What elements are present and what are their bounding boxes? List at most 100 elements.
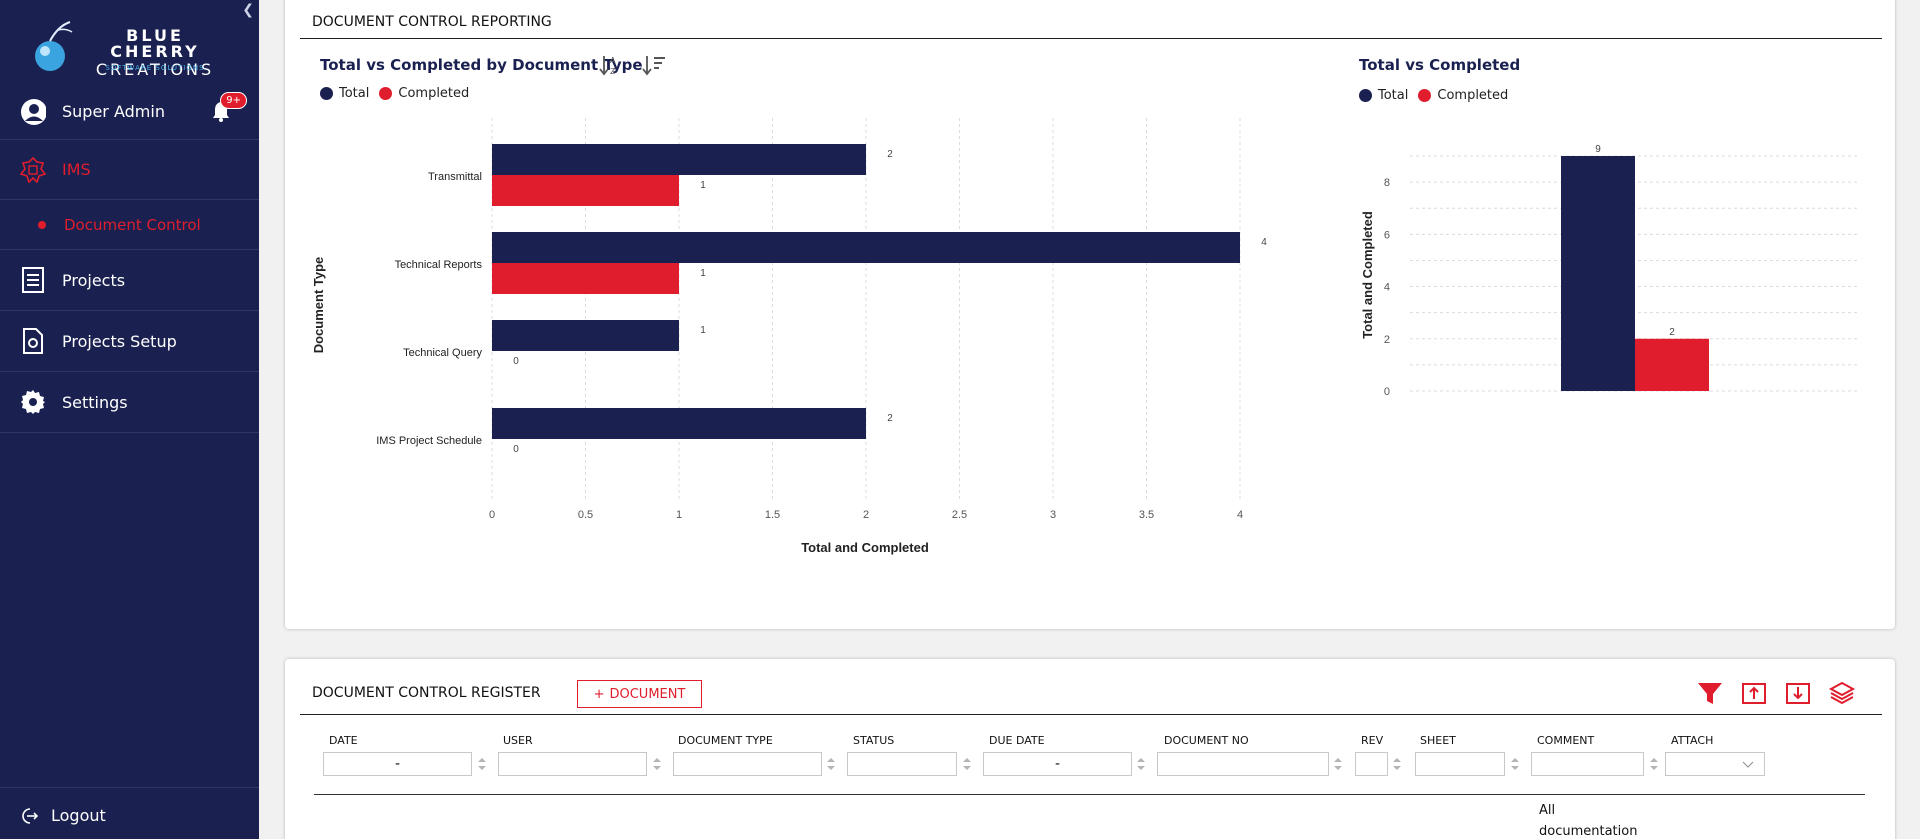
divider <box>300 38 1882 39</box>
chart2-title: Total vs Completed <box>1359 56 1521 74</box>
table-header-divider <box>314 794 1865 795</box>
sidebar-item-settings[interactable]: Settings <box>0 372 259 433</box>
legend-dot <box>320 87 333 100</box>
sidebar-item-projects-setup[interactable]: Projects Setup <box>0 311 259 372</box>
x-tick-label: 3.5 <box>1139 509 1154 521</box>
divider <box>300 714 1882 715</box>
document-no-filter-input[interactable] <box>1157 752 1329 776</box>
sidebar-item-document-control[interactable]: Document Control <box>0 200 259 250</box>
y-axis-label: Document Type <box>311 257 326 354</box>
column-header-user[interactable]: USER <box>503 734 533 747</box>
column-header-document-no[interactable]: DOCUMENT NO <box>1164 734 1249 747</box>
register-card <box>285 659 1895 839</box>
logo-line2: CREATIONS <box>95 60 215 79</box>
sheet-filter-input[interactable] <box>1415 752 1505 776</box>
y-axis-label: Total and Completed <box>1360 211 1375 339</box>
x-tick-label: 3 <box>1050 509 1056 521</box>
logo: BLUE CHERRY CREATIONS SOFTWARE SOLUTIONS <box>28 18 238 78</box>
data-label: 0 <box>513 444 519 455</box>
data-label: 9 <box>1595 144 1601 155</box>
column-header-sheet[interactable]: SHEET <box>1420 734 1456 747</box>
filter-icon[interactable] <box>1696 679 1724 707</box>
due-date-filter-input[interactable]: - <box>983 752 1132 776</box>
user-filter-input[interactable] <box>498 752 647 776</box>
upload-icon[interactable] <box>1740 679 1768 707</box>
data-label: 1 <box>700 325 706 336</box>
column-header-document-type[interactable]: DOCUMENT TYPE <box>678 734 773 747</box>
document-type-filter-input[interactable] <box>673 752 822 776</box>
chart2-legend: Total Completed <box>1359 88 1518 103</box>
status-filter-input[interactable] <box>847 752 957 776</box>
y-tick-label: Transmittal <box>428 171 482 183</box>
column-header-comment[interactable]: COMMENT <box>1537 734 1595 747</box>
bar-total <box>492 320 679 351</box>
plus-icon: + <box>593 686 605 702</box>
x-axis-label: Total and Completed <box>801 540 929 555</box>
attach-filter-select[interactable] <box>1665 752 1765 776</box>
sidebar-item-projects[interactable]: Projects <box>0 250 259 311</box>
sort-arrows-icon[interactable] <box>826 756 836 772</box>
column-header-status[interactable]: STATUS <box>853 734 895 747</box>
x-tick-label: 2 <box>863 509 869 521</box>
sort-arrows-icon[interactable] <box>652 756 662 772</box>
data-label: 1 <box>700 268 706 279</box>
legend-item-completed[interactable]: Completed <box>1418 88 1508 103</box>
layers-icon[interactable] <box>1828 679 1856 707</box>
sidebar-item-label: Projects <box>62 270 126 290</box>
column-header-due-date[interactable]: DUE DATE <box>989 734 1045 747</box>
chart1-legend: Total Completed <box>320 86 479 101</box>
comment-filter-input[interactable] <box>1531 752 1644 776</box>
column-header-rev[interactable]: REV <box>1361 734 1384 747</box>
rev-filter-input[interactable] <box>1355 752 1388 776</box>
x-tick-label: 1 <box>676 509 682 521</box>
sort-arrows-icon[interactable] <box>1649 756 1659 772</box>
logout-button[interactable]: Logout <box>20 806 106 825</box>
date-filter-input[interactable]: - <box>323 752 472 776</box>
data-label: 2 <box>887 413 893 424</box>
data-label: 2 <box>887 149 893 160</box>
legend-label: Total <box>339 86 370 101</box>
file-gear-icon <box>20 328 46 354</box>
chevron-down-icon <box>1742 761 1754 768</box>
sort-arrows-icon[interactable] <box>1333 756 1343 772</box>
user-profile[interactable]: Super Admin 9+ <box>0 84 259 140</box>
sort-arrows-icon[interactable] <box>1136 756 1146 772</box>
ims-icon <box>20 156 46 183</box>
sort-arrows-icon[interactable] <box>477 756 487 772</box>
legend-item-total[interactable]: Total <box>320 86 369 101</box>
document-list-icon <box>20 267 46 293</box>
bar-total <box>492 232 1240 263</box>
download-icon[interactable] <box>1784 679 1812 707</box>
active-dot-icon <box>38 220 46 229</box>
legend-item-total[interactable]: Total <box>1359 88 1408 103</box>
notifications-bell-icon[interactable]: 9+ <box>211 92 247 126</box>
sidebar-item-label: IMS <box>62 160 91 179</box>
logo-tagline: SOFTWARE SOLUTIONS <box>105 64 205 72</box>
sort-arrows-icon[interactable] <box>962 756 972 772</box>
collapse-sidebar-icon[interactable]: ❮ <box>242 2 254 18</box>
sidebar-item-label: Projects Setup <box>62 331 177 351</box>
x-tick-label: 1.5 <box>765 509 780 521</box>
sidebar-item-ims[interactable]: IMS <box>0 140 259 200</box>
sort-arrows-icon[interactable] <box>1510 756 1520 772</box>
notification-badge: 9+ <box>220 92 247 109</box>
data-label: 4 <box>1261 237 1267 248</box>
bar-completed <box>492 263 679 294</box>
legend-item-completed[interactable]: Completed <box>379 86 469 101</box>
sort-arrows-icon[interactable] <box>1392 756 1402 772</box>
add-document-button[interactable]: + DOCUMENT <box>577 680 702 708</box>
legend-dot <box>1359 89 1372 102</box>
gear-icon <box>20 389 46 415</box>
reporting-title: DOCUMENT CONTROL REPORTING <box>312 14 552 30</box>
column-header-attach[interactable]: ATTACH <box>1671 734 1714 747</box>
legend-dot <box>379 87 393 100</box>
svg-text:A: A <box>610 56 616 65</box>
column-header-date[interactable]: DATE <box>329 734 358 747</box>
legend-label: Completed <box>1437 88 1509 103</box>
svg-text:Z: Z <box>610 67 616 76</box>
sort-desc-icon[interactable] <box>642 54 666 76</box>
legend-label: Total <box>1378 88 1409 103</box>
data-label: 1 <box>700 180 706 191</box>
sort-alpha-icon[interactable]: AZ <box>598 54 620 76</box>
data-label: 0 <box>513 356 519 367</box>
